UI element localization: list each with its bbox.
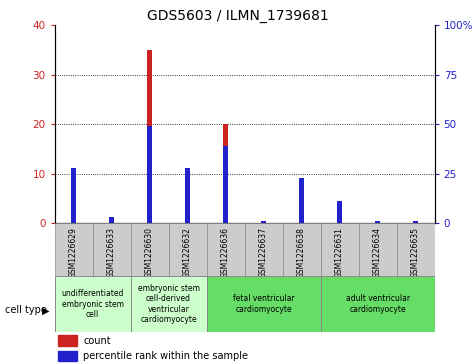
Text: GSM1226631: GSM1226631 (335, 228, 344, 278)
Text: fetal ventricular
cardiomyocyte: fetal ventricular cardiomyocyte (233, 294, 294, 314)
Text: GSM1226633: GSM1226633 (107, 228, 116, 278)
Bar (185, 169, 190, 223)
Bar (223, 146, 228, 223)
Bar (207, 223, 245, 276)
Bar (261, 221, 266, 223)
Text: adult ventricular
cardiomyocyte: adult ventricular cardiomyocyte (346, 294, 409, 314)
Text: GSM1226637: GSM1226637 (259, 228, 268, 278)
Bar (359, 223, 397, 276)
Text: undifferentiated
embryonic stem
cell: undifferentiated embryonic stem cell (61, 289, 124, 319)
Bar (147, 50, 152, 223)
Bar (58, 351, 77, 362)
Bar (283, 223, 321, 276)
Bar (93, 223, 131, 276)
Text: GSM1226635: GSM1226635 (411, 228, 420, 278)
Bar (147, 126, 152, 223)
Text: embryonic stem
cell-derived
ventricular
cardiomyocyte: embryonic stem cell-derived ventricular … (138, 284, 200, 324)
Text: GSM1226629: GSM1226629 (69, 228, 78, 278)
Bar (169, 223, 207, 276)
Bar (321, 223, 359, 276)
Bar (109, 217, 114, 223)
Bar (337, 218, 342, 223)
Bar (223, 124, 228, 223)
Text: GSM1226630: GSM1226630 (145, 228, 154, 278)
Bar (299, 184, 304, 223)
Bar (337, 201, 342, 223)
Text: GSM1226634: GSM1226634 (373, 228, 382, 278)
Bar (55, 223, 93, 276)
Bar (413, 221, 418, 223)
Bar (55, 276, 131, 332)
Bar (71, 179, 76, 223)
Bar (58, 335, 77, 346)
Bar (245, 223, 283, 276)
Text: GSM1226638: GSM1226638 (297, 228, 306, 278)
Text: GSM1226636: GSM1226636 (221, 228, 230, 278)
Bar (185, 168, 190, 223)
Text: ▶: ▶ (42, 305, 50, 315)
Bar (299, 178, 304, 223)
Bar (397, 223, 435, 276)
Text: percentile rank within the sample: percentile rank within the sample (83, 351, 248, 361)
Bar (207, 276, 321, 332)
Text: count: count (83, 336, 111, 346)
Bar (321, 276, 435, 332)
Bar (375, 221, 380, 223)
Text: GDS5603 / ILMN_1739681: GDS5603 / ILMN_1739681 (147, 9, 328, 23)
Bar (131, 276, 207, 332)
Bar (131, 223, 169, 276)
Bar (71, 168, 76, 223)
Text: GSM1226632: GSM1226632 (183, 228, 192, 278)
Text: cell type: cell type (5, 305, 47, 315)
